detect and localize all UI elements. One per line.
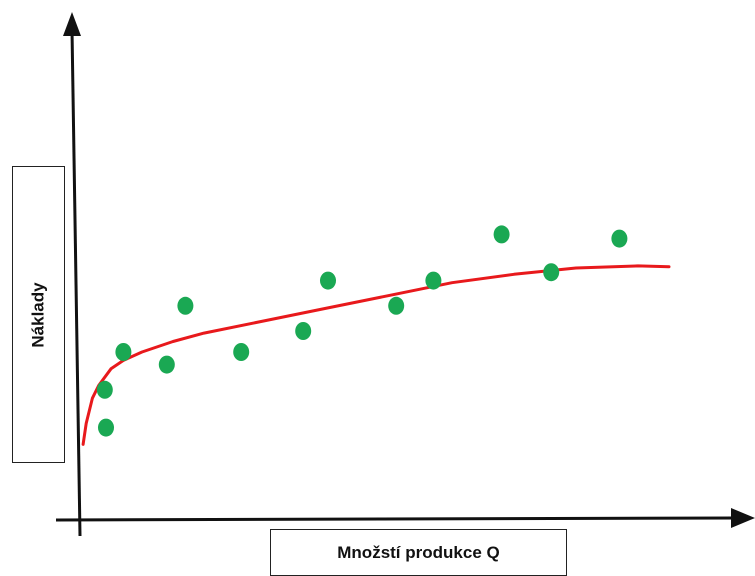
trend-curve: [81, 264, 671, 446]
data-point-1: [96, 380, 113, 399]
data-point-9: [388, 296, 405, 315]
y-axis-arrow: [63, 12, 81, 36]
data-point-5: [177, 296, 194, 315]
data-point-12: [543, 263, 560, 282]
data-point-4: [158, 355, 175, 374]
scatter-points: [96, 225, 628, 437]
axes: [55, 12, 755, 537]
data-point-10: [425, 271, 442, 290]
data-point-3: [115, 343, 132, 361]
data-point-13: [611, 229, 628, 248]
x-axis-arrow: [731, 508, 755, 528]
x-axis: [55, 516, 736, 522]
data-point-8: [320, 271, 336, 290]
data-point-6: [233, 343, 250, 361]
y-axis-label-box: Náklady: [12, 166, 65, 463]
data-point-7: [295, 322, 312, 340]
y-axis-label: Náklady: [28, 281, 48, 348]
data-point-11: [493, 225, 510, 244]
data-point-2: [98, 418, 114, 437]
x-axis-label: Množstí produkce Q: [337, 542, 500, 562]
x-axis-label-box: Množstí produkce Q: [270, 529, 567, 576]
y-axis: [70, 29, 82, 537]
